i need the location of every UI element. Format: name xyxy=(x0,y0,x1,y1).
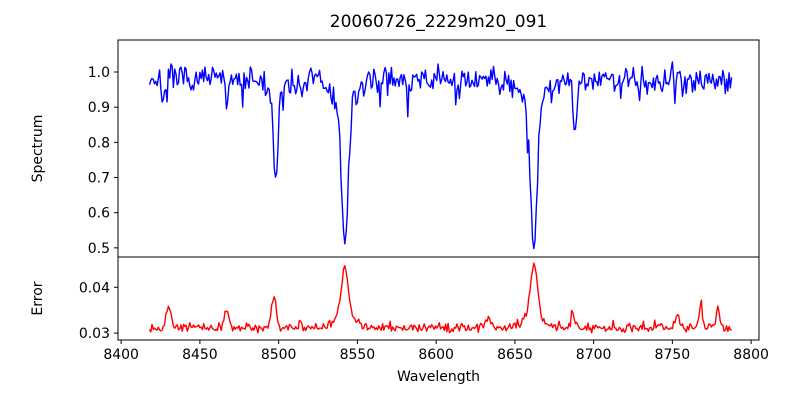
spectrum-line xyxy=(148,61,733,250)
spectrum-y-tick-label: 0.7 xyxy=(88,171,110,187)
spectrum-y-tick-label: 0.6 xyxy=(88,206,110,222)
x-tick-label: 8600 xyxy=(418,347,454,363)
x-tick-label: 8700 xyxy=(576,347,612,363)
x-tick-label: 8500 xyxy=(261,347,297,363)
chart-title: 20060726_2229m20_091 xyxy=(329,12,548,32)
x-tick-label: 8650 xyxy=(497,347,533,363)
x-tick-label: 8450 xyxy=(182,347,218,363)
spectrum-y-tick-label: 0.9 xyxy=(88,100,110,116)
x-axis-label: Wavelength xyxy=(397,369,480,385)
error-line xyxy=(148,262,732,334)
spectrum-axis-label: Spectrum xyxy=(30,115,46,183)
error-axis-label: Error xyxy=(30,281,46,315)
spectrum-y-tick-label: 1.0 xyxy=(88,65,110,81)
x-tick-label: 8800 xyxy=(733,347,769,363)
error-axes-frame xyxy=(117,256,760,341)
spectrum-y-tick-label: 0.8 xyxy=(88,135,110,151)
spectrum-y-tick-label: 0.5 xyxy=(88,241,110,257)
error-y-tick-label: 0.03 xyxy=(79,326,110,342)
error-y-tick-label: 0.04 xyxy=(79,280,110,296)
x-tick-label: 8550 xyxy=(340,347,376,363)
x-tick-label: 8400 xyxy=(103,347,139,363)
x-tick-label: 8750 xyxy=(655,347,691,363)
